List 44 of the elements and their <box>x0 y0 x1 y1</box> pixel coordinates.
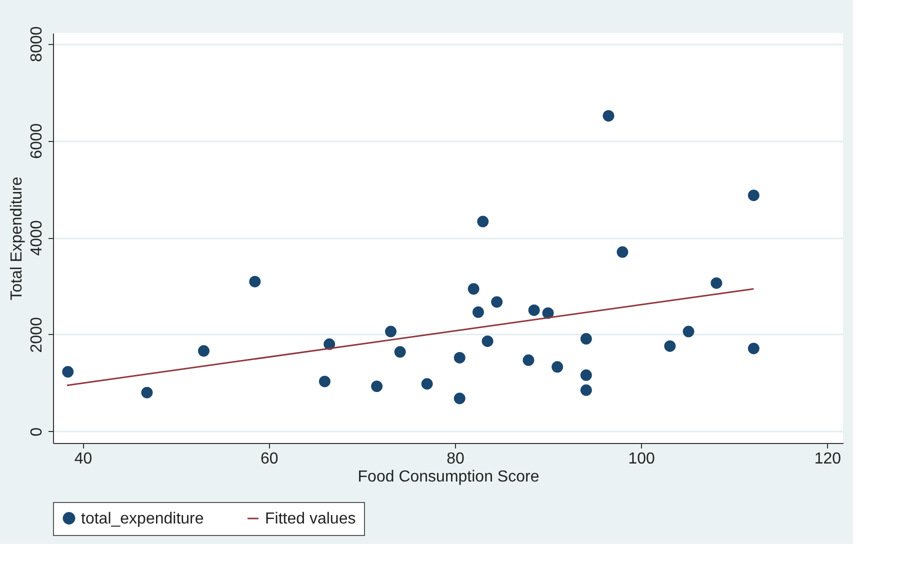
point <box>682 326 694 338</box>
point <box>454 392 466 404</box>
point <box>580 384 592 396</box>
x-tick-label: 60 <box>260 450 278 468</box>
y-tick-label: 8000 <box>28 26 46 62</box>
x-tick-label: 80 <box>446 450 464 468</box>
point <box>477 216 489 228</box>
point <box>198 345 210 357</box>
point <box>542 307 554 319</box>
x-tick-label: 100 <box>628 450 656 468</box>
point <box>748 342 760 354</box>
point <box>318 376 330 388</box>
point <box>664 340 676 352</box>
legend-label: Fitted values <box>265 510 356 528</box>
point <box>616 246 628 258</box>
x-axis-title: Food Consumption Score <box>358 468 540 486</box>
point <box>371 380 383 392</box>
point <box>522 354 534 366</box>
point <box>602 110 614 122</box>
y-axis-title: Total Expenditure <box>8 176 26 300</box>
point <box>385 326 397 338</box>
legend-label: total_expenditure <box>81 510 204 528</box>
y-tick-label: 0 <box>28 427 46 436</box>
point <box>421 378 433 390</box>
point <box>580 369 592 381</box>
point <box>62 366 74 378</box>
point <box>468 283 480 295</box>
point <box>748 190 760 202</box>
point <box>141 386 153 398</box>
point <box>249 276 261 288</box>
y-tick-label: 6000 <box>28 123 46 159</box>
point <box>528 304 540 316</box>
point <box>580 333 592 345</box>
point <box>454 352 466 364</box>
y-tick-label: 4000 <box>28 220 46 256</box>
point <box>491 296 503 308</box>
point <box>472 306 484 318</box>
x-tick-label: 120 <box>814 450 842 468</box>
point <box>482 335 494 347</box>
point <box>710 277 722 289</box>
point <box>394 346 406 358</box>
point <box>552 361 564 373</box>
x-tick-label: 40 <box>74 450 92 468</box>
y-tick-label: 2000 <box>28 317 46 353</box>
